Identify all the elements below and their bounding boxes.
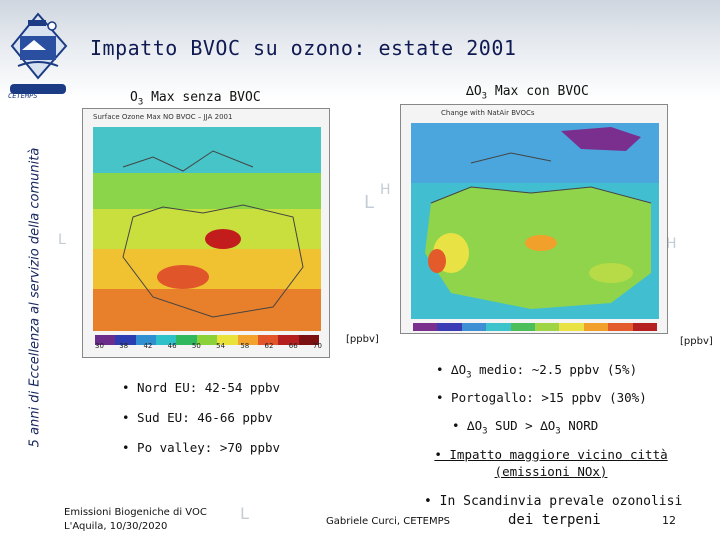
cetemps-logo <box>6 10 70 96</box>
right-panel-title: ∆O3 Max con BVOC <box>466 84 589 102</box>
colorbar-swatch <box>176 335 197 345</box>
left-bullet-po: • Po valley: >70 ppbv <box>122 440 281 455</box>
right-bullet-scandinavia-line2: dei terpeni <box>508 512 601 528</box>
colorbar-tick-label: 54 <box>216 342 226 350</box>
colorbar-tick-label: 42 <box>143 342 153 350</box>
colorbar-tick-label: 66 <box>288 342 298 350</box>
colorbar-swatch <box>115 335 136 345</box>
left-map: Surface Ozone Max NO BVOC – JJA 2001 <box>82 108 330 358</box>
colorbar-swatch <box>437 323 462 331</box>
right-delta-map <box>411 123 659 319</box>
left-colorbar <box>95 335 319 345</box>
colorbar-tick-label: 46 <box>167 342 177 350</box>
logo-caption: CETEMPS <box>8 92 38 100</box>
colorbar-swatch <box>135 335 157 345</box>
colorbar-tick-label: 38 <box>119 342 129 350</box>
colorbar-tick-label: 50 <box>191 342 201 350</box>
background-weather-mark: L <box>58 232 66 248</box>
colorbar-swatch <box>559 323 584 331</box>
footer-author: Gabriele Curci, CETEMPS <box>326 516 450 527</box>
background-weather-mark: L <box>240 504 249 523</box>
colorbar-swatch <box>196 335 218 345</box>
background-weather-mark: H <box>380 182 391 198</box>
background-weather-mark: L <box>364 192 375 213</box>
left-panel-title: O3 Max senza BVOC <box>130 90 261 108</box>
colorbar-tick-label: 70 <box>313 342 322 350</box>
right-map: Change with NatAir BVOCs <box>400 104 668 334</box>
right-bullet-city: • Impatto maggiore vicino città (emissio… <box>426 446 676 480</box>
colorbar-swatch <box>257 335 279 345</box>
colorbar-swatch <box>278 335 299 345</box>
colorbar-tick-label: 62 <box>264 342 274 350</box>
colorbar-swatch <box>632 323 658 331</box>
right-colorbar <box>413 323 658 331</box>
slide-title: Impatto BVOC su ozono: estate 2001 <box>90 36 517 60</box>
footer-left-line1: Emissioni Biogeniche di VOC <box>64 507 207 518</box>
colorbar-swatch <box>486 323 511 331</box>
right-bullet-scandinavia: • In Scandinvia prevale ozonolisi <box>424 494 683 509</box>
colorbar-swatch <box>583 323 609 331</box>
side-label: 5 anni di Eccellenza al servizio della c… <box>27 147 43 448</box>
right-map-header: Change with NatAir BVOCs <box>441 109 535 117</box>
colorbar-swatch <box>156 335 177 345</box>
right-bullet-mean: • ∆O3 medio: ~2.5 ppbv (5%) <box>436 362 638 381</box>
left-map-header: Surface Ozone Max NO BVOC – JJA 2001 <box>93 113 233 121</box>
colorbar-swatch <box>95 335 116 345</box>
right-bullet-sud-nord: • ∆O3 SUD > ∆O3 NORD <box>452 418 599 437</box>
colorbar-swatch <box>608 323 633 331</box>
footer-left: Emissioni Biogeniche di VOC L'Aquila, 10… <box>64 506 207 534</box>
header-background <box>0 0 720 100</box>
left-ozone-map <box>93 127 321 331</box>
page-number: 12 <box>662 514 676 527</box>
right-unit-label: [ppbv] <box>680 336 713 347</box>
colorbar-swatch <box>298 335 319 345</box>
colorbar-tick-label: 30 <box>95 342 104 350</box>
right-bullet-city-line1: • Impatto maggiore vicino città <box>434 447 668 462</box>
colorbar-swatch <box>217 335 238 345</box>
background-weather-mark: H <box>666 236 677 252</box>
left-bullet-sud: • Sud EU: 46-66 ppbv <box>122 410 273 425</box>
left-unit-label: [ppbv] <box>346 334 379 345</box>
right-bullet-city-line2: (emissioni NOx) <box>494 464 608 479</box>
colorbar-swatch <box>535 323 560 331</box>
colorbar-tick-label: 58 <box>240 342 250 350</box>
colorbar-swatch <box>413 323 438 331</box>
colorbar-swatch <box>461 323 487 331</box>
footer-left-line2: L'Aquila, 10/30/2020 <box>64 521 168 532</box>
colorbar-swatch <box>237 335 258 345</box>
right-bullet-portogallo: • Portogallo: >15 ppbv (30%) <box>436 390 647 405</box>
colorbar-swatch <box>510 323 536 331</box>
left-bullet-nord: • Nord EU: 42-54 ppbv <box>122 380 281 395</box>
